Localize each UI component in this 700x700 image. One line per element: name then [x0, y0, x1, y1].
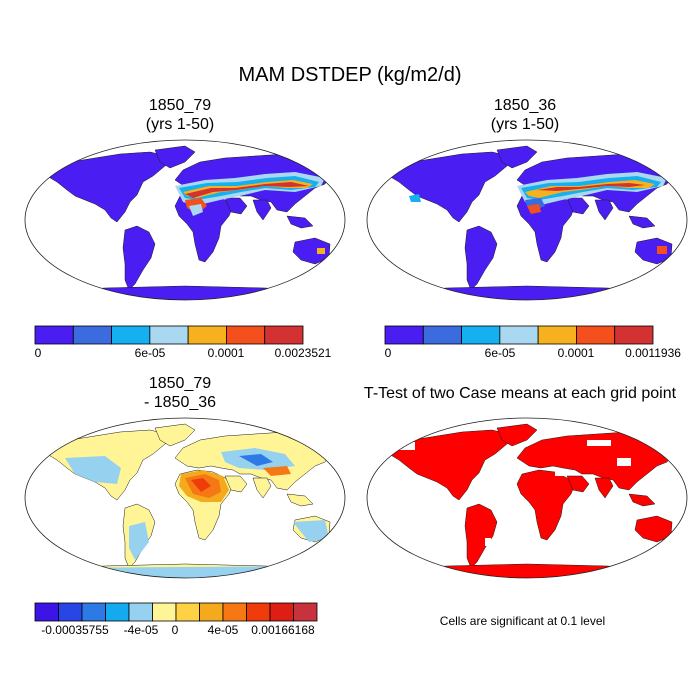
panel1-map — [24, 139, 346, 301]
panel1-colorbar-labels: 0 6e-05 0.0001 0.0023521 — [34, 346, 332, 362]
colorbar-swatch — [128, 602, 153, 622]
colorbar-swatch — [149, 325, 189, 345]
colorbar-tick-label: 0.00166168 — [251, 623, 315, 637]
colorbar-swatch — [34, 325, 74, 345]
colorbar-tick-label: 4e-05 — [207, 623, 239, 637]
colorbar-tick-label: 0 — [34, 346, 42, 360]
colorbar-tick-label: -4e-05 — [123, 623, 159, 637]
colorbar-swatch — [111, 325, 151, 345]
colorbar-tick-label: 6e-05 — [484, 346, 516, 360]
colorbar-swatch — [576, 325, 616, 345]
colorbar-tick-label: 0.0011936 — [625, 346, 681, 360]
colorbar-swatch — [58, 602, 83, 622]
colorbar-tick-label: 6e-05 — [134, 346, 166, 360]
colorbar-swatch — [72, 325, 112, 345]
colorbar-swatch — [175, 602, 200, 622]
colorbar-swatch — [222, 602, 247, 622]
colorbar-swatch — [105, 602, 130, 622]
panel3-title-line1: 1850_79 — [148, 375, 212, 392]
colorbar-swatch — [461, 325, 501, 345]
colorbar-swatch — [293, 602, 318, 622]
colorbar-swatch — [199, 602, 224, 622]
panel2-colorbar — [384, 325, 654, 345]
colorbar-tick-label: -0.00035755 — [41, 623, 109, 637]
panel4-map — [366, 417, 688, 579]
main-title: MAM DSTDEP (kg/m2/d) — [238, 64, 462, 86]
colorbar-swatch — [422, 325, 462, 345]
colorbar-swatch — [34, 602, 59, 622]
colorbar-swatch — [81, 602, 106, 622]
panel1-title: 1850_79 (yrs 1-50) — [50, 96, 310, 134]
colorbar-swatch — [187, 325, 227, 345]
panel1-title-line2: (yrs 1-50) — [145, 116, 215, 133]
panel4-title-line1: T-Test of two Case means at each grid po… — [363, 385, 677, 402]
colorbar-tick-label: 0.0001 — [207, 346, 245, 360]
panel4-title: T-Test of two Case means at each grid po… — [355, 384, 685, 403]
colorbar-swatch — [537, 325, 577, 345]
colorbar-swatch — [499, 325, 539, 345]
colorbar-swatch — [264, 325, 304, 345]
panel2-title-line2: (yrs 1-50) — [490, 116, 560, 133]
ttest-note: Cells are significant at 0.1 level — [439, 614, 606, 628]
panel3-colorbar — [34, 602, 318, 622]
colorbar-swatch — [152, 602, 177, 622]
panel2-map — [366, 139, 688, 301]
panel3-title-line2: - 1850_36 — [143, 394, 217, 411]
panel2-colorbar-labels: 0 6e-05 0.0001 0.0011936 — [384, 346, 681, 362]
panel2-title: 1850_36 (yrs 1-50) — [395, 96, 655, 134]
panel1-colorbar — [34, 325, 304, 345]
colorbar-tick-label: 0 — [384, 346, 392, 360]
panel3-title: 1850_79 - 1850_36 — [50, 374, 310, 412]
colorbar-tick-label: 0 — [171, 623, 179, 637]
panel1-title-line1: 1850_79 — [148, 97, 212, 114]
colorbar-tick-label: 0.0001 — [557, 346, 595, 360]
colorbar-tick-label: 0.0023521 — [274, 346, 332, 360]
colorbar-swatch — [246, 602, 271, 622]
colorbar-swatch — [614, 325, 654, 345]
colorbar-swatch — [384, 325, 424, 345]
panel3-colorbar-labels: -0.00035755 -4e-05 0 4e-05 0.00166168 — [35, 623, 317, 639]
colorbar-swatch — [269, 602, 294, 622]
panel3-map — [24, 417, 346, 579]
panel2-title-line1: 1850_36 — [493, 97, 557, 114]
colorbar-swatch — [226, 325, 266, 345]
